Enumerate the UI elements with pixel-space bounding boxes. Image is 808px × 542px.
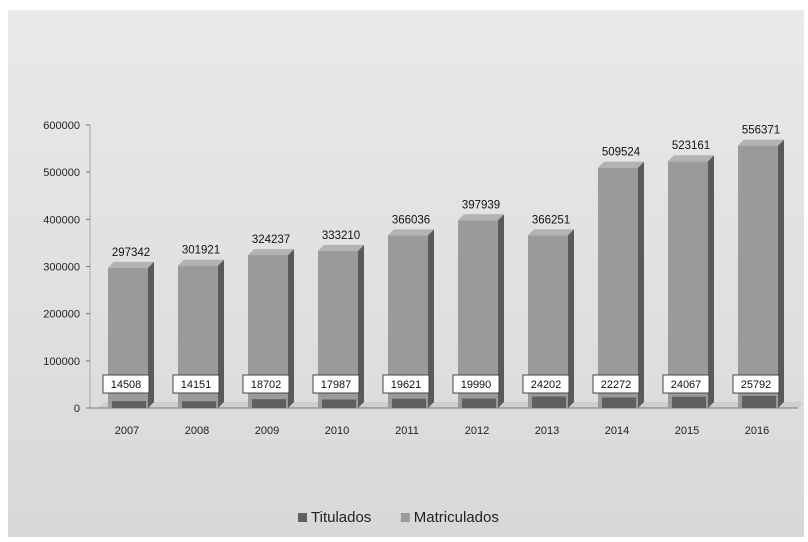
bar-matriculados [668,161,708,408]
bar-matriculados-side [428,229,434,408]
data-label-box-titulados [452,374,500,394]
bar-matriculados-side [148,261,154,408]
legend-swatch-matriculados [400,513,410,522]
bar-titulados [322,399,356,408]
bar-matriculados-side [358,244,364,408]
bar-titulados [532,396,566,408]
data-label-titulados: 19621 [391,379,422,391]
data-label-titulados: 18702 [251,379,282,391]
data-label-box-titulados [732,374,780,394]
x-tick-label: 2011 [395,425,419,437]
x-tick-label: 2010 [325,425,349,437]
data-label-matriculados: 324237 [252,234,290,246]
data-label-box-titulados [312,374,360,394]
data-label-box-titulados [662,374,710,394]
bar-matriculados-top [108,261,154,268]
y-tick-label: 200000 [43,309,80,321]
bar-matriculados-side [288,249,294,408]
bar-matriculados-top [318,244,364,251]
bar-matriculados-side [498,214,504,408]
bar-titulados [252,399,286,408]
bar-titulados [602,397,636,408]
x-tick-label: 2015 [675,425,699,437]
bar-matriculados [598,167,638,408]
data-label-titulados: 25792 [741,379,772,391]
data-label-matriculados: 509524 [602,147,641,159]
data-label-matriculados: 366036 [392,214,430,226]
y-tick-label: 100000 [43,356,80,368]
bar-matriculados-top [178,259,224,266]
bar-matriculados-side [568,229,574,408]
bar-matriculados-top [528,229,574,236]
legend: Titulados Matriculados [298,509,499,526]
bar-matriculados-side [708,155,714,408]
y-tick-label: 400000 [43,214,80,226]
data-label-box-titulados [522,374,570,394]
data-label-matriculados: 523161 [672,140,710,152]
bar-titulados [182,401,216,408]
bar-matriculados-top [668,155,714,162]
bar-matriculados-top [248,249,294,256]
bar-matriculados-side [778,139,784,408]
bar-titulados [112,401,146,408]
data-label-matriculados: 297342 [112,247,150,259]
data-label-matriculados: 301921 [182,245,220,257]
bar-matriculados-top [738,139,784,146]
bar-matriculados-top [458,214,504,221]
chart-area: 0 100000 200000 300000 400000 500000 600000 200… [8,10,804,537]
bar-titulados [392,398,426,408]
x-tick-label: 2014 [605,425,629,437]
data-label-titulados: 22272 [601,379,632,391]
data-label-titulados: 24202 [531,379,562,391]
x-tick-label: 2016 [745,425,769,437]
bar-matriculados-side [218,259,224,408]
data-label-box-titulados [592,374,640,394]
data-label-titulados: 17987 [321,379,352,391]
y-tick-label: 500000 [43,167,80,179]
x-tick-label: 2012 [465,425,489,437]
data-label-matriculados: 333210 [322,230,360,242]
bar-chart: 0 100000 200000 300000 400000 500000 600000 200… [43,120,804,526]
data-label-box-titulados [172,374,220,394]
data-label-box-titulados [102,374,150,394]
data-label-titulados: 24067 [671,379,702,391]
x-tick-label: 2013 [535,425,559,437]
legend-swatch-titulados [298,513,307,522]
x-tick-label: 2007 [115,425,139,437]
data-label-matriculados: 397939 [462,199,500,211]
data-label-titulados: 14508 [111,379,142,391]
data-label-box-titulados [382,374,430,394]
data-label-titulados: 19990 [461,379,492,391]
data-labels: 297342 14508 301921 14151 324237 18702 333210 1… [102,125,780,394]
bar-matriculados-top [388,229,434,236]
y-tick-label: 300000 [43,262,80,274]
bar-matriculados-top [598,161,644,168]
bar-matriculados-side [638,161,644,408]
bars [108,139,784,408]
legend-label-matriculados: Matriculados [414,509,499,526]
bar-titulados [672,396,706,408]
legend-label-titulados: Titulados [311,509,371,526]
y-tick-label: 600000 [43,120,80,132]
data-label-matriculados: 366251 [532,214,570,226]
data-label-titulados: 14151 [181,379,212,391]
bar-matriculados [738,145,778,408]
data-label-box-titulados [242,374,290,394]
bar-titulados [462,398,496,408]
x-tick-label: 2009 [255,425,279,437]
y-tick-label: 0 [74,403,80,415]
bar-titulados [742,395,776,408]
x-tick-label: 2008 [185,425,209,437]
data-label-matriculados: 556371 [742,125,780,137]
